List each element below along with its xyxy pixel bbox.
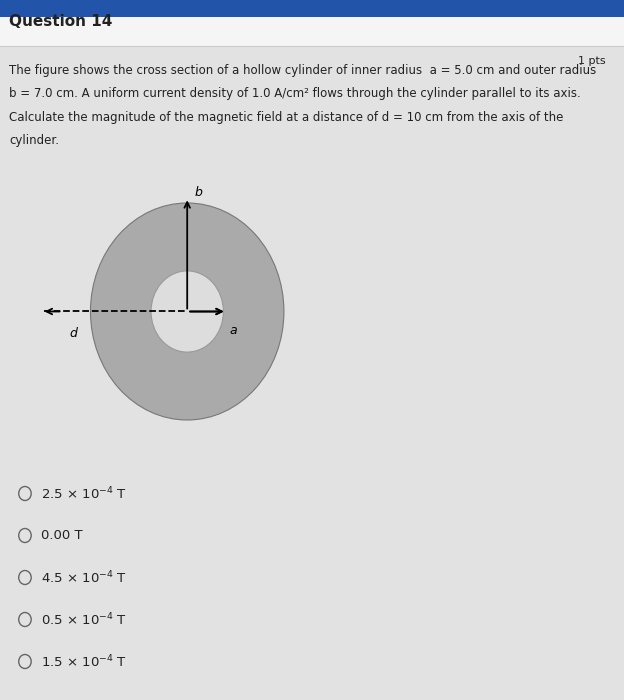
Text: 1.5 × 10$^{-4}$ T: 1.5 × 10$^{-4}$ T [41,653,127,670]
Text: 4.5 × 10$^{-4}$ T: 4.5 × 10$^{-4}$ T [41,569,127,586]
Circle shape [151,271,223,352]
Text: 1 pts: 1 pts [578,56,605,66]
Text: cylinder.: cylinder. [9,134,59,147]
Text: a: a [230,324,237,337]
Text: Calculate the magnitude of the magnetic field at a distance of d = 10 cm from th: Calculate the magnitude of the magnetic … [9,111,563,124]
Bar [0,18,624,46]
Text: 0.5 × 10$^{-4}$ T: 0.5 × 10$^{-4}$ T [41,611,127,628]
Text: b: b [195,186,203,200]
Text: d: d [70,327,78,340]
Circle shape [90,203,284,420]
Text: Question 14: Question 14 [9,13,113,29]
Text: The figure shows the cross section of a hollow cylinder of inner radius  a = 5.0: The figure shows the cross section of a … [9,64,597,78]
Text: b = 7.0 cm. A uniform current density of 1.0 A/cm² flows through the cylinder pa: b = 7.0 cm. A uniform current density of… [9,88,581,101]
Bar [0,0,624,18]
Text: 2.5 × 10$^{-4}$ T: 2.5 × 10$^{-4}$ T [41,485,127,502]
Text: 0.00 T: 0.00 T [41,529,82,542]
